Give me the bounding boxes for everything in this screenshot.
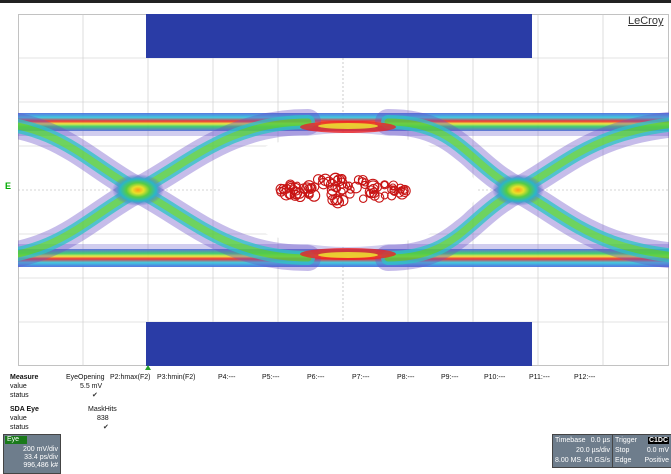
param-p7-name[interactable]: P7:--- — [352, 374, 370, 381]
param-p1-name[interactable]: EyeOpening — [66, 374, 105, 381]
timebase-samples: 8.00 MS — [555, 457, 582, 464]
eye-horizontal-scale: 33.4 ps/div — [24, 454, 58, 461]
sda-param-value: 838 — [97, 415, 109, 422]
param-p1-status-icon: ✔ — [92, 392, 98, 399]
mask-hit-marker — [368, 183, 379, 195]
eye-vertical-scale: 200 mV/div — [22, 446, 58, 453]
timebase-rate: 40 GS/s — [584, 457, 610, 464]
eye-diagram-display[interactable] — [18, 14, 669, 366]
param-p12-name[interactable]: P12:--- — [574, 374, 596, 381]
timebase-label: Timebase — [555, 437, 586, 444]
param-p2-name[interactable]: P2:hmax(F2) — [110, 374, 151, 381]
trigger-level: 0.0 mV — [646, 447, 669, 454]
measure-title[interactable]: Measure — [10, 374, 39, 381]
mask-hit-marker — [344, 181, 353, 190]
param-p6-name[interactable]: P6:--- — [307, 374, 325, 381]
eye-trace-tag: Eye — [5, 436, 27, 444]
mask-hit-marker — [345, 189, 355, 199]
trigger-source-tag: C1DC — [647, 437, 669, 444]
mask-hit-marker — [286, 182, 295, 191]
mask-hit-marker — [380, 180, 389, 189]
mask-hit-marker — [364, 185, 378, 199]
mask-hit-marker — [397, 186, 405, 194]
mask-hit-marker — [307, 189, 321, 202]
mask-bottom-region — [146, 322, 532, 366]
mask-hit-marker — [336, 174, 347, 184]
eye-trace-descriptor[interactable]: Eye 200 mV/div 33.4 ps/div 996,486 k# — [3, 434, 61, 474]
mask-hit-marker — [330, 194, 342, 206]
param-p4-name[interactable]: P4:--- — [218, 374, 236, 381]
param-p10-name[interactable]: P10:--- — [484, 374, 506, 381]
timebase-div: 20.0 µs/div — [576, 447, 610, 454]
mask-hit-marker — [388, 180, 399, 190]
param-p1-value: 5.5 mV — [80, 383, 103, 390]
timebase-descriptor[interactable]: Timebase 0.0 µs 20.0 µs/div 8.00 MS 40 G… — [552, 434, 613, 468]
mask-hit-marker — [323, 176, 335, 188]
trigger-slope: Positive — [644, 457, 669, 464]
mask-hit-marker — [394, 188, 404, 198]
mask-hit-marker — [279, 185, 288, 195]
row-label-status: status — [10, 392, 29, 399]
mask-hit-marker — [374, 192, 385, 203]
row-label-value: value — [10, 383, 27, 390]
mask-hit-marker — [331, 195, 345, 209]
mask-hit-marker — [380, 180, 390, 190]
mask-hit-marker — [289, 189, 301, 201]
mask-hit-markers — [275, 172, 411, 209]
top-border — [0, 0, 671, 3]
mask-hit-marker — [306, 182, 317, 194]
sda-row-label-status: status — [10, 424, 29, 431]
mask-top-region — [146, 14, 532, 58]
eye-ui-count: 996,486 k# — [23, 462, 58, 469]
param-p8-name[interactable]: P8:--- — [397, 374, 415, 381]
timebase-offset: 0.0 µs — [590, 437, 610, 444]
param-p9-name[interactable]: P9:--- — [441, 374, 459, 381]
brand-logo: LeCroy — [628, 15, 664, 27]
mask-hit-marker — [310, 182, 320, 192]
sda-title[interactable]: SDA Eye — [10, 406, 39, 413]
sda-param-status-icon: ✔ — [103, 424, 109, 431]
mask-hit-marker — [317, 177, 330, 190]
trigger-mode: Stop — [615, 447, 630, 454]
mask-hit-marker — [361, 178, 370, 187]
mask-hit-marker — [327, 194, 338, 206]
param-p11-name[interactable]: P11:--- — [529, 374, 550, 381]
eye-pattern — [18, 109, 669, 271]
mask-hit-marker — [350, 181, 362, 194]
mask-hit-marker — [398, 184, 411, 197]
mask-hit-marker — [329, 172, 342, 186]
trigger-descriptor[interactable]: Trigger C1DC Stop 0.0 mV Edge Positive — [612, 434, 671, 468]
param-p3-name[interactable]: P3:hmin(F2) — [157, 374, 196, 381]
mask-hit-marker — [336, 177, 348, 189]
trigger-label: Trigger — [615, 437, 637, 444]
mask-hit-marker — [294, 191, 306, 203]
channel-marker[interactable]: E — [5, 181, 12, 191]
mask-hit-marker — [366, 180, 380, 194]
trigger-type: Edge — [615, 457, 632, 464]
mask-hit-marker — [358, 194, 368, 203]
mask-hit-marker — [301, 182, 313, 194]
mask-hit-marker — [275, 183, 287, 195]
sda-row-label-value: value — [10, 415, 27, 422]
mask-hit-marker — [369, 190, 380, 201]
sda-param-name[interactable]: MaskHits — [88, 406, 117, 413]
param-p5-name[interactable]: P5:--- — [262, 374, 280, 381]
trigger-position-icon[interactable] — [145, 365, 151, 370]
measurement-table: Measure value status EyeOpening 5.5 mV ✔… — [0, 368, 671, 438]
mask-hit-marker — [389, 186, 400, 196]
mask-hit-marker — [400, 186, 409, 196]
